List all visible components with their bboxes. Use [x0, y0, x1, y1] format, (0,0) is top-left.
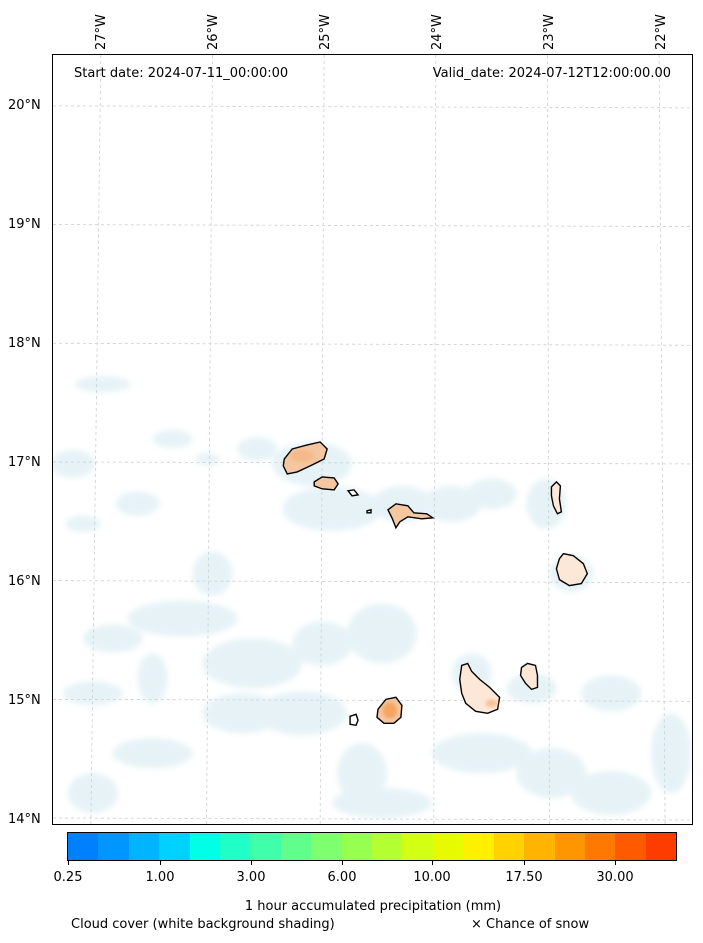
island-sao-vicente	[313, 476, 339, 491]
lon-label-23w: 23°W	[542, 14, 557, 50]
cloud-cover-legend: Cloud cover (white background shading)	[71, 917, 335, 932]
colorbar-tick-label: 6.00	[327, 870, 357, 885]
lat-label-19n: 19°N	[8, 217, 41, 232]
colorbar-tickmark	[342, 861, 343, 865]
colorbar-tickmark	[68, 861, 69, 865]
lon-label-25w: 25°W	[318, 14, 333, 50]
colorbar-label: 1 hour accumulated precipitation (mm)	[244, 899, 502, 914]
lon-label-22w: 22°W	[654, 14, 669, 50]
lat-label-20n: 20°N	[8, 98, 41, 113]
colorbar-segment	[159, 833, 190, 860]
colorbar-segment	[615, 833, 646, 860]
start-date-label: Start date: 2024-07-11_00:00:00	[74, 66, 289, 81]
map-canvas	[53, 55, 692, 824]
colorbar-segment	[524, 833, 555, 860]
island-maio	[519, 662, 539, 691]
valid-date-label: Valid_date: 2024-07-12T12:00:00.00	[432, 66, 671, 81]
lat-label-15n: 15°N	[8, 693, 41, 708]
colorbar-segment	[128, 833, 160, 860]
colorbar-segment	[98, 833, 129, 860]
colorbar-segment	[220, 833, 251, 860]
colorbar-segment	[402, 833, 433, 860]
colorbar-tickmark	[251, 861, 252, 865]
colorbar-segment	[68, 833, 99, 860]
colorbar-tickmark	[432, 861, 433, 865]
colorbar-tick-label: 0.25	[53, 870, 83, 885]
island-sao-nicolau	[387, 503, 435, 530]
colorbar-tickmark	[160, 861, 161, 865]
colorbar-segment	[341, 833, 373, 860]
cloud-shading	[53, 376, 692, 819]
lat-label-17n: 17°N	[8, 455, 41, 470]
precip-spots	[290, 449, 498, 719]
colorbar-tick-label: 10.00	[413, 870, 451, 885]
colorbar-segment	[584, 833, 616, 860]
colorbar-segment	[463, 833, 494, 860]
colorbar-tick-label: 3.00	[236, 870, 266, 885]
snow-legend: × Chance of snow	[471, 917, 590, 932]
colorbar-tickmark	[524, 861, 525, 865]
colorbar-tick-label: 30.00	[596, 870, 634, 885]
lat-label-16n: 16°N	[8, 574, 41, 589]
colorbar-segment	[554, 833, 585, 860]
lat-label-14n: 14°N	[8, 812, 41, 827]
colorbar-segment	[493, 833, 525, 860]
lon-label-24w: 24°W	[430, 14, 445, 50]
colorbar-tick-label: 17.50	[505, 870, 543, 885]
island-santa-luzia	[346, 489, 360, 497]
map-frame	[52, 54, 693, 825]
colorbar-segment	[189, 833, 221, 860]
colorbar-tickmark	[615, 861, 616, 865]
colorbar-segment	[280, 833, 312, 860]
island-sal	[550, 480, 563, 515]
colorbar-segment	[311, 833, 342, 860]
lon-label-26w: 26°W	[206, 14, 221, 50]
precip-colorbar	[67, 832, 677, 861]
colorbar-segment	[372, 833, 403, 860]
lat-label-18n: 18°N	[8, 336, 41, 351]
colorbar-segment	[250, 833, 281, 860]
island-raso	[366, 508, 372, 514]
colorbar-segment	[432, 833, 464, 860]
island-boa-vista	[555, 552, 589, 587]
island-brava	[349, 713, 359, 727]
colorbar-segment	[645, 833, 677, 860]
lon-label-27w: 27°W	[94, 14, 109, 50]
colorbar-tick-label: 1.00	[145, 870, 175, 885]
